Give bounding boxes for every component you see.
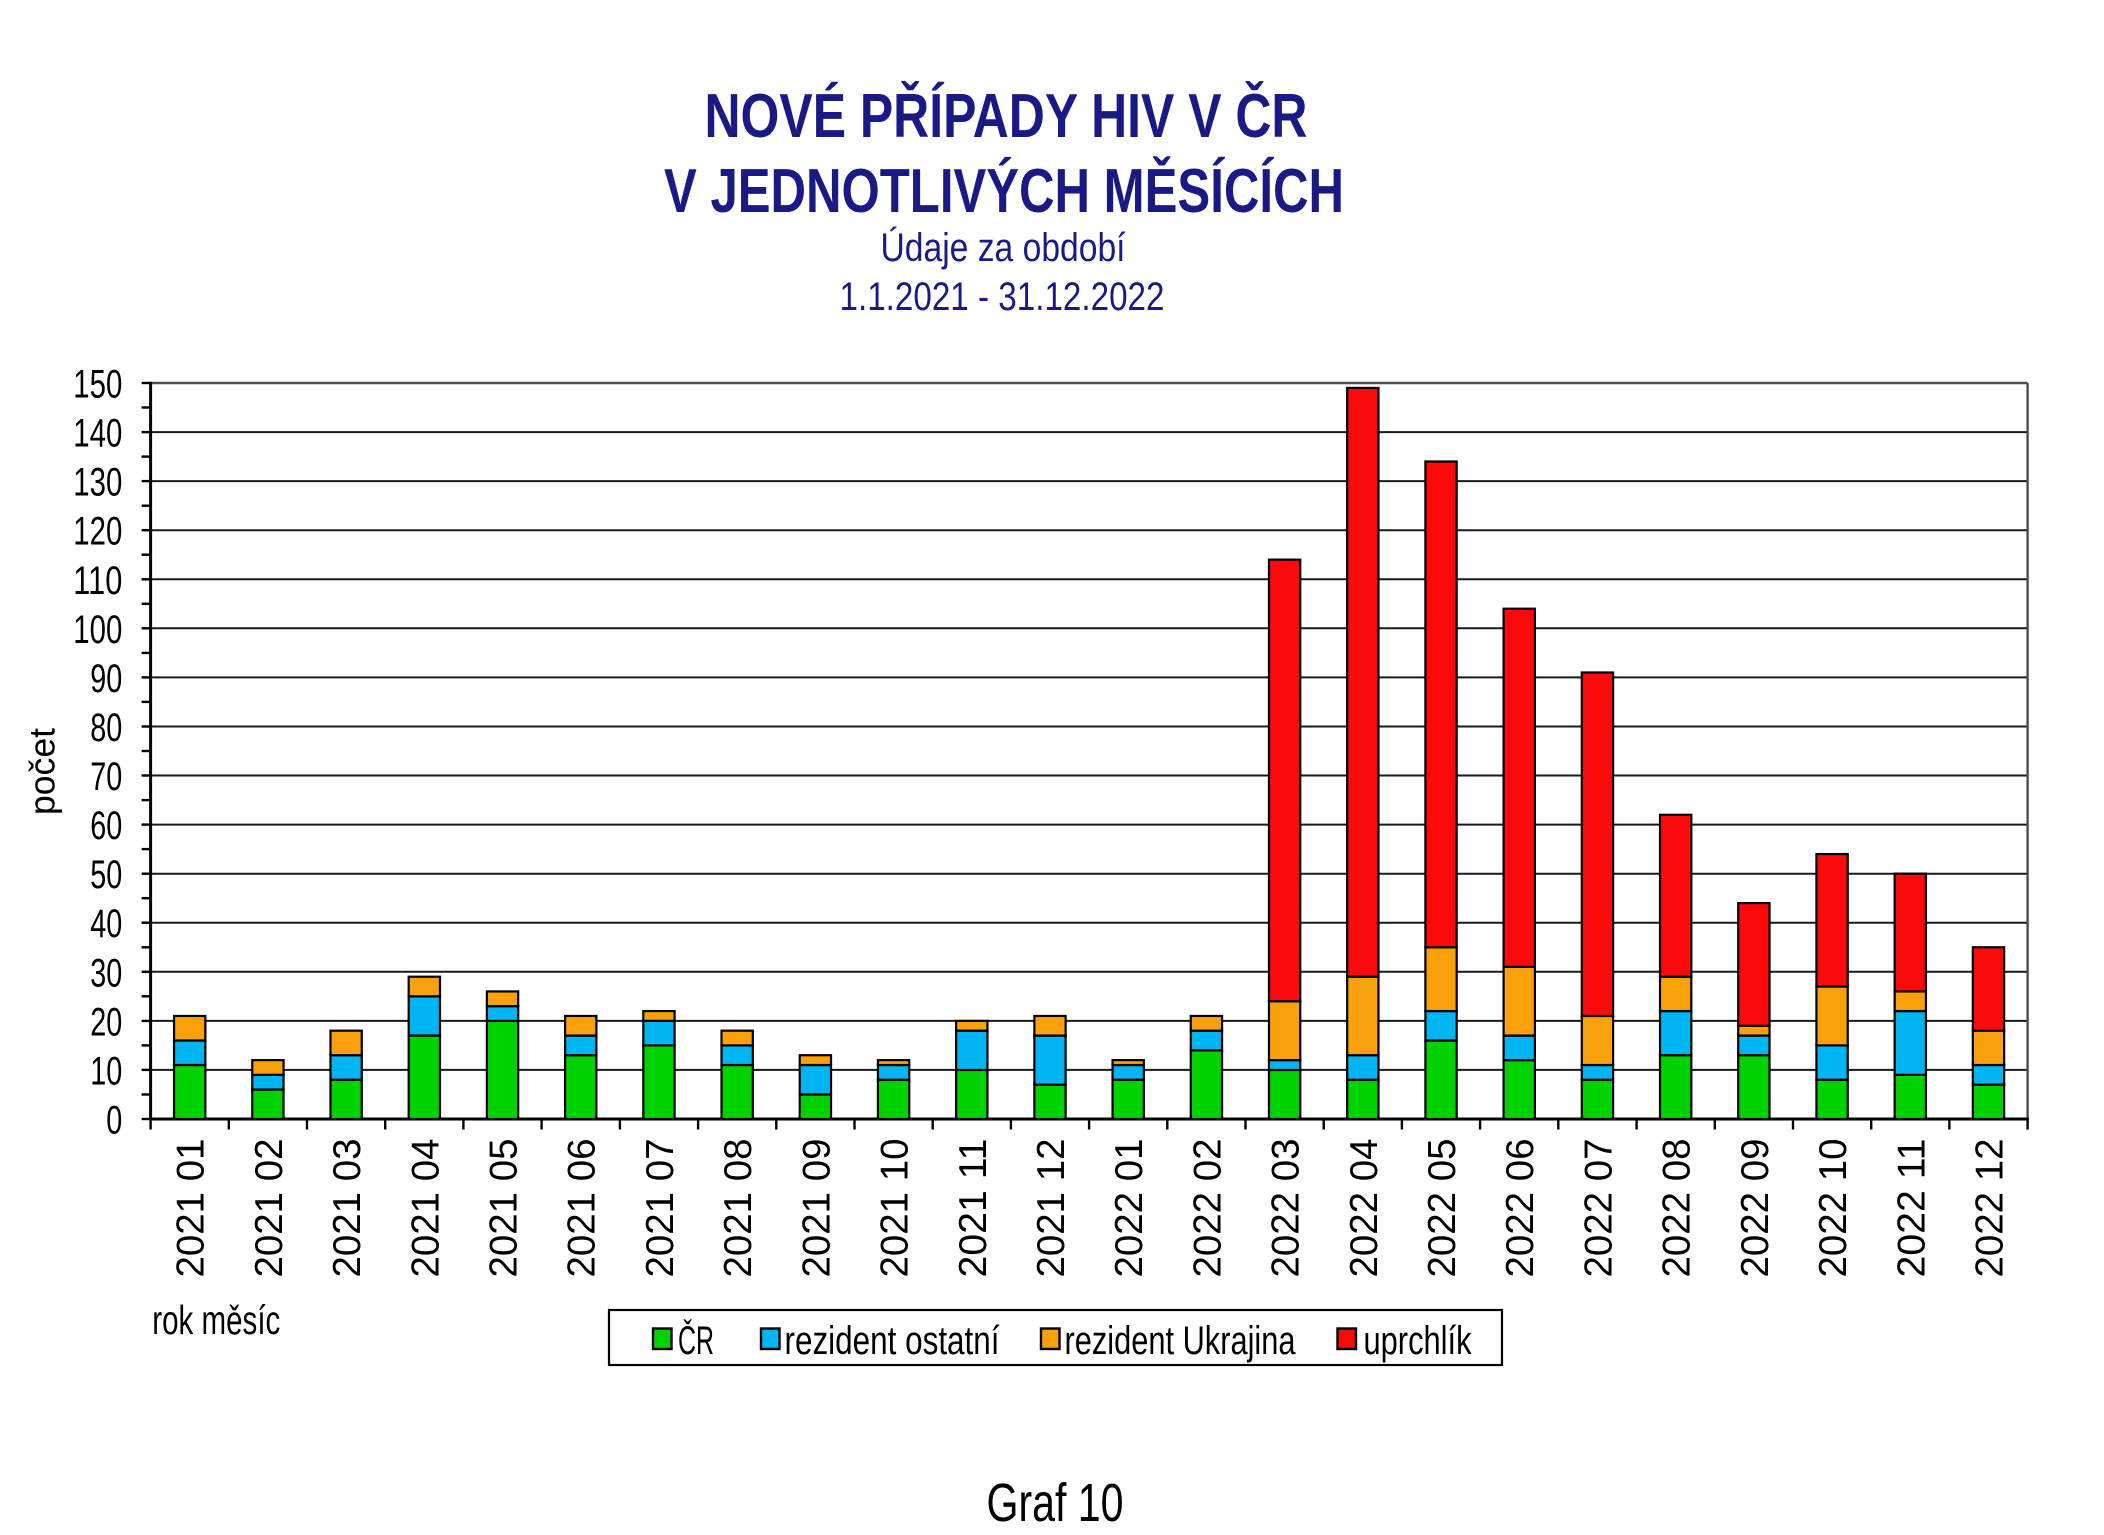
svg-text:NOVÉ PŘÍPADY HIV V ČR: NOVÉ PŘÍPADY HIV V ČR	[705, 82, 1308, 151]
svg-text:2021 06: 2021 06	[561, 1139, 604, 1278]
svg-text:2022 05: 2022 05	[1421, 1139, 1464, 1278]
svg-text:2021 07: 2021 07	[639, 1139, 682, 1278]
svg-text:2022 06: 2022 06	[1499, 1139, 1542, 1278]
svg-text:30: 30	[90, 951, 122, 995]
svg-text:2022 08: 2022 08	[1656, 1139, 1699, 1278]
svg-text:110: 110	[73, 559, 122, 603]
svg-text:2021 05: 2021 05	[483, 1139, 526, 1278]
svg-text:2022 04: 2022 04	[1343, 1139, 1386, 1278]
svg-text:2021 03: 2021 03	[326, 1139, 369, 1278]
svg-text:150: 150	[73, 363, 122, 407]
svg-text:40: 40	[90, 902, 122, 946]
svg-text:ČR: ČR	[678, 1318, 714, 1363]
svg-text:2021 10: 2021 10	[874, 1139, 917, 1278]
svg-text:0: 0	[106, 1099, 122, 1143]
svg-text:20: 20	[90, 1000, 122, 1044]
svg-text:2022 01: 2022 01	[1108, 1139, 1151, 1278]
svg-text:2022 09: 2022 09	[1734, 1139, 1777, 1278]
svg-text:2021 02: 2021 02	[248, 1139, 291, 1278]
svg-text:Údaje za období: Údaje za období	[881, 225, 1126, 270]
svg-text:2022 02: 2022 02	[1186, 1139, 1229, 1278]
svg-text:2022 11: 2022 11	[1890, 1139, 1933, 1278]
svg-text:2021 09: 2021 09	[795, 1139, 838, 1278]
svg-text:uprchlík: uprchlík	[1364, 1319, 1473, 1363]
svg-text:2022 03: 2022 03	[1265, 1139, 1308, 1278]
svg-text:60: 60	[90, 804, 122, 848]
svg-text:2021 04: 2021 04	[404, 1139, 447, 1278]
svg-text:140: 140	[73, 412, 122, 456]
svg-text:70: 70	[90, 755, 122, 799]
svg-text:130: 130	[73, 461, 122, 505]
svg-text:80: 80	[90, 706, 122, 750]
svg-text:2022 10: 2022 10	[1812, 1139, 1855, 1278]
svg-text:1.1.2021 - 31.12.2022: 1.1.2021 - 31.12.2022	[840, 275, 1165, 319]
svg-text:2021 08: 2021 08	[717, 1139, 760, 1278]
svg-text:2021 11: 2021 11	[952, 1139, 995, 1278]
svg-text:10: 10	[90, 1049, 122, 1093]
svg-text:počet: počet	[22, 728, 63, 815]
svg-text:2022 07: 2022 07	[1578, 1139, 1621, 1278]
svg-text:100: 100	[73, 608, 122, 652]
svg-text:2022 12: 2022 12	[1969, 1139, 2012, 1278]
svg-text:2021 01: 2021 01	[170, 1139, 213, 1278]
svg-text:2021 12: 2021 12	[1030, 1139, 1073, 1278]
svg-text:90: 90	[90, 657, 122, 701]
svg-text:V JEDNOTLIVÝCH MĚSÍCÍCH: V JEDNOTLIVÝCH MĚSÍCÍCH	[664, 157, 1344, 226]
svg-text:rezident ostatní: rezident ostatní	[785, 1319, 1000, 1363]
svg-text:rezident Ukrajina: rezident Ukrajina	[1065, 1319, 1297, 1363]
svg-text:120: 120	[73, 510, 122, 554]
svg-text:Graf 10: Graf 10	[987, 1474, 1124, 1533]
svg-text:rok měsíc: rok měsíc	[152, 1297, 280, 1343]
svg-text:50: 50	[90, 853, 122, 897]
